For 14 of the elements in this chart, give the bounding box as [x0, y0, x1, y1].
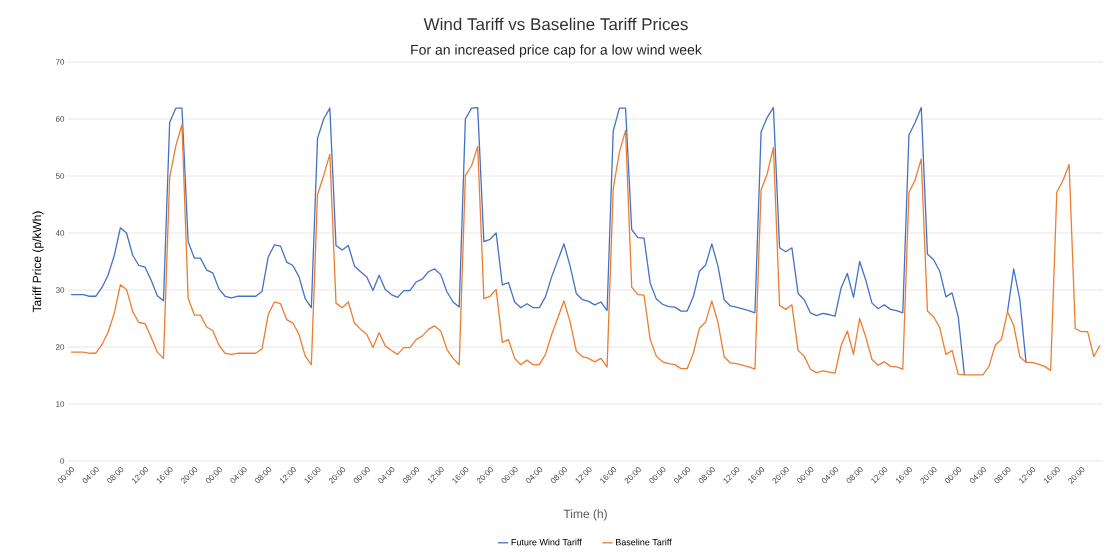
chart-title: Wind Tariff vs Baseline Tariff Prices — [423, 17, 688, 31]
y-tick-label: 50 — [55, 173, 65, 179]
y-tick-label: 60 — [55, 116, 65, 122]
y-tick-label: 10 — [56, 401, 65, 407]
y-tick-label: 70 — [55, 59, 65, 65]
legend-label: Baseline Tariff — [616, 538, 672, 546]
y-axis-title: Tariff Price (p/kWh) — [32, 211, 44, 313]
y-tick-label: 40 — [55, 230, 65, 236]
chart-subtitle: For an increased price cap for a low wind week — [411, 44, 702, 58]
y-tick-label: 30 — [55, 287, 65, 293]
x-axis-title: Time (h) — [563, 509, 607, 521]
legend-label: Future Wind Tariff — [511, 538, 582, 546]
y-tick-label: 20 — [55, 344, 65, 350]
y-tick-label: 0 — [60, 458, 65, 464]
